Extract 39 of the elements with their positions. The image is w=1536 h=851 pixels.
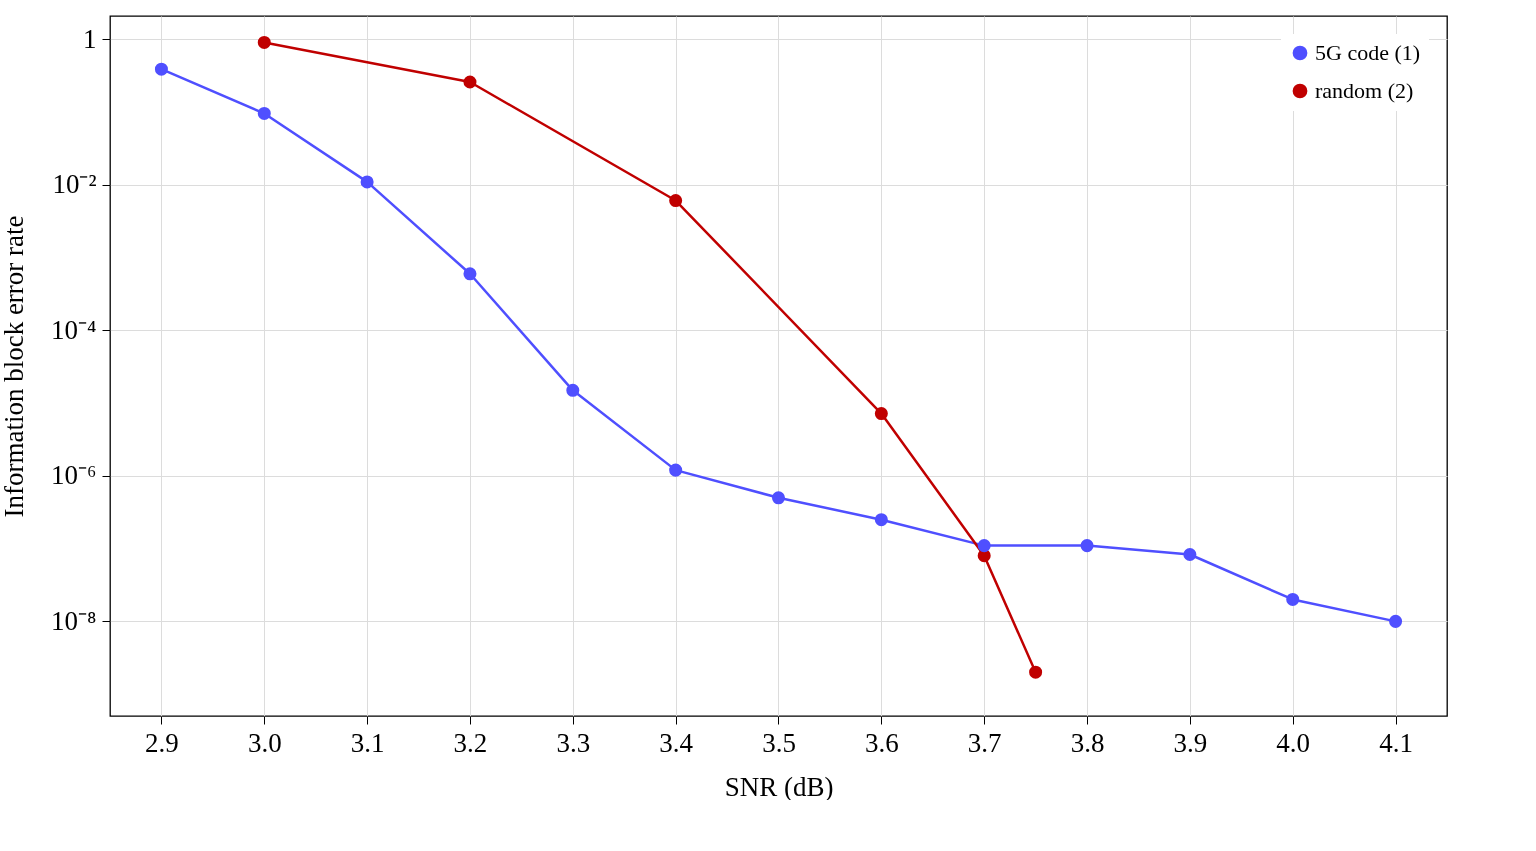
x-tick-label: 3.5 — [762, 727, 796, 758]
point — [669, 194, 683, 208]
point — [463, 75, 477, 89]
x-tick-label: 3.8 — [1070, 727, 1105, 758]
y-tick-label: 10⁻⁸ — [51, 605, 97, 636]
x-tick-label: 3.0 — [247, 727, 282, 758]
y-tick-label: 10⁻² — [52, 169, 97, 200]
point — [257, 106, 271, 120]
point — [874, 407, 888, 421]
point — [874, 513, 888, 527]
point — [154, 62, 168, 76]
y-tick-label: 10⁻⁶ — [51, 460, 97, 491]
x-tick-label: 3.1 — [350, 727, 385, 758]
x-tick-label: 4.0 — [1276, 727, 1311, 758]
x-tick-label: 3.4 — [659, 727, 694, 758]
point — [669, 463, 683, 477]
y-tick-label: 1 — [83, 23, 97, 54]
point — [771, 491, 786, 505]
legend-label: 5G code (1) — [1315, 40, 1421, 65]
legend-label: random (2) — [1315, 78, 1414, 103]
point — [566, 383, 580, 397]
x-tick-label: 2.9 — [145, 727, 179, 758]
x-tick-label: 3.9 — [1173, 727, 1208, 758]
point — [1286, 592, 1300, 606]
point — [1389, 614, 1403, 628]
point — [360, 175, 374, 189]
x-tick-label: 3.7 — [967, 727, 1002, 758]
y-tick-label: 10⁻⁴ — [51, 314, 97, 345]
point — [1029, 665, 1043, 679]
point — [977, 539, 991, 553]
x-tick-label: 3.3 — [556, 727, 591, 758]
point — [257, 35, 271, 49]
x-tick-label: 4.1 — [1379, 727, 1413, 758]
x-tick-label: 3.2 — [453, 727, 488, 758]
x-tick-label: 3.6 — [864, 727, 899, 758]
point — [1080, 539, 1094, 553]
point — [463, 267, 477, 281]
y-axis-title: Information block error rate — [0, 215, 30, 518]
point — [1183, 548, 1197, 562]
